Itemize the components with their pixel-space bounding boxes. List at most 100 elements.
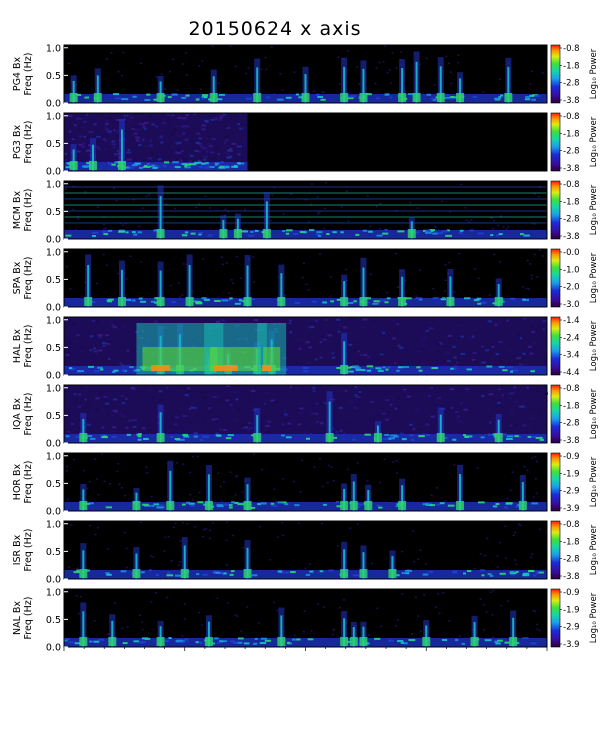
noise-speck: [178, 135, 183, 138]
activity-base: [325, 433, 334, 442]
band-speck: [311, 300, 317, 303]
noise-speck: [529, 83, 532, 86]
noise-speck: [76, 215, 79, 218]
band-speck: [64, 639, 68, 642]
activity-base: [253, 433, 262, 442]
noise-speck: [270, 219, 273, 222]
noise-speck: [436, 593, 439, 595]
band-speck: [174, 166, 181, 169]
band-speck: [308, 229, 315, 232]
figure-title: 20150624 x axis: [188, 18, 362, 40]
band-speck: [477, 302, 482, 305]
noise-speck: [299, 407, 304, 410]
y-tick-label: 0.5: [46, 547, 61, 558]
noise-speck: [102, 344, 106, 347]
noise-speck: [214, 147, 220, 150]
noise-speck: [337, 388, 341, 391]
activity-core: [401, 68, 404, 103]
noise-speck: [147, 388, 152, 391]
noise-speck: [204, 120, 207, 123]
noise-speck: [174, 207, 177, 210]
noise-speck: [460, 422, 465, 425]
band-speck: [222, 503, 229, 506]
activity-core: [362, 626, 365, 647]
freq-axis-label: Freq (Hz): [23, 325, 34, 368]
band-speck: [348, 370, 354, 373]
noise-speck: [65, 470, 68, 472]
noise-speck: [177, 149, 181, 152]
band-speck: [430, 97, 435, 100]
band-speck: [496, 639, 503, 642]
noise-speck: [316, 196, 319, 198]
noise-speck: [318, 457, 321, 460]
band-speck: [218, 93, 225, 96]
band-speck: [201, 297, 207, 300]
noise-speck: [121, 364, 126, 367]
noise-speck: [380, 421, 383, 424]
noise-speck: [507, 396, 511, 399]
noise-speck: [203, 158, 207, 161]
activity-core: [256, 415, 259, 443]
noise-speck: [323, 207, 326, 210]
band-speck: [216, 434, 222, 437]
colorbar-tick-label: -0.0: [563, 248, 580, 258]
noise-speck: [132, 134, 135, 137]
freq-axis-label: Freq (Hz): [23, 393, 34, 436]
noise-speck: [125, 222, 128, 225]
noise-speck: [489, 591, 492, 593]
noise-speck: [113, 187, 116, 190]
noise-speck: [70, 524, 73, 526]
noise-speck: [489, 421, 492, 424]
band-speck: [281, 501, 287, 504]
activity-core: [82, 550, 85, 579]
noise-speck: [194, 526, 197, 528]
activity-core: [391, 556, 394, 579]
noise-speck: [515, 563, 518, 566]
noise-speck: [507, 225, 510, 228]
band-speck: [186, 501, 190, 504]
noise-speck: [202, 155, 206, 158]
noise-speck: [182, 463, 185, 466]
noise-speck: [531, 331, 535, 334]
noise-speck: [391, 52, 394, 54]
noise-speck: [264, 392, 270, 395]
noise-speck: [430, 387, 434, 390]
noise-speck: [189, 425, 194, 428]
band-speck: [111, 370, 116, 373]
noise-speck: [230, 149, 233, 152]
noise-speck: [323, 227, 326, 230]
noise-speck: [135, 113, 140, 116]
band-speck: [142, 503, 149, 506]
noise-speck: [423, 594, 426, 596]
noise-speck: [183, 618, 186, 620]
band-speck: [320, 98, 326, 101]
noise-speck: [396, 323, 399, 326]
activity-core: [439, 414, 442, 443]
noise-speck: [497, 224, 500, 227]
noise-speck: [207, 135, 211, 138]
band-speck: [215, 571, 222, 574]
noise-speck: [79, 117, 82, 120]
noise-speck: [70, 124, 76, 127]
noise-speck: [449, 337, 452, 340]
band-speck: [439, 502, 445, 505]
band-speck: [248, 506, 256, 509]
band-speck: [216, 504, 223, 507]
y-tick-label: 1.0: [46, 587, 61, 598]
colorbar: [550, 520, 561, 580]
colorbar: [550, 180, 561, 240]
noise-speck: [251, 256, 254, 258]
noise-speck: [216, 395, 219, 398]
noise-speck: [447, 334, 453, 337]
noise-speck: [314, 319, 319, 322]
band-speck: [199, 641, 203, 644]
noise-speck: [77, 128, 82, 131]
noise-speck: [64, 332, 68, 335]
noise-speck: [509, 424, 512, 427]
noise-speck: [197, 159, 201, 162]
band-speck: [401, 438, 407, 441]
activity-base: [349, 501, 358, 510]
noise-speck: [194, 149, 199, 152]
